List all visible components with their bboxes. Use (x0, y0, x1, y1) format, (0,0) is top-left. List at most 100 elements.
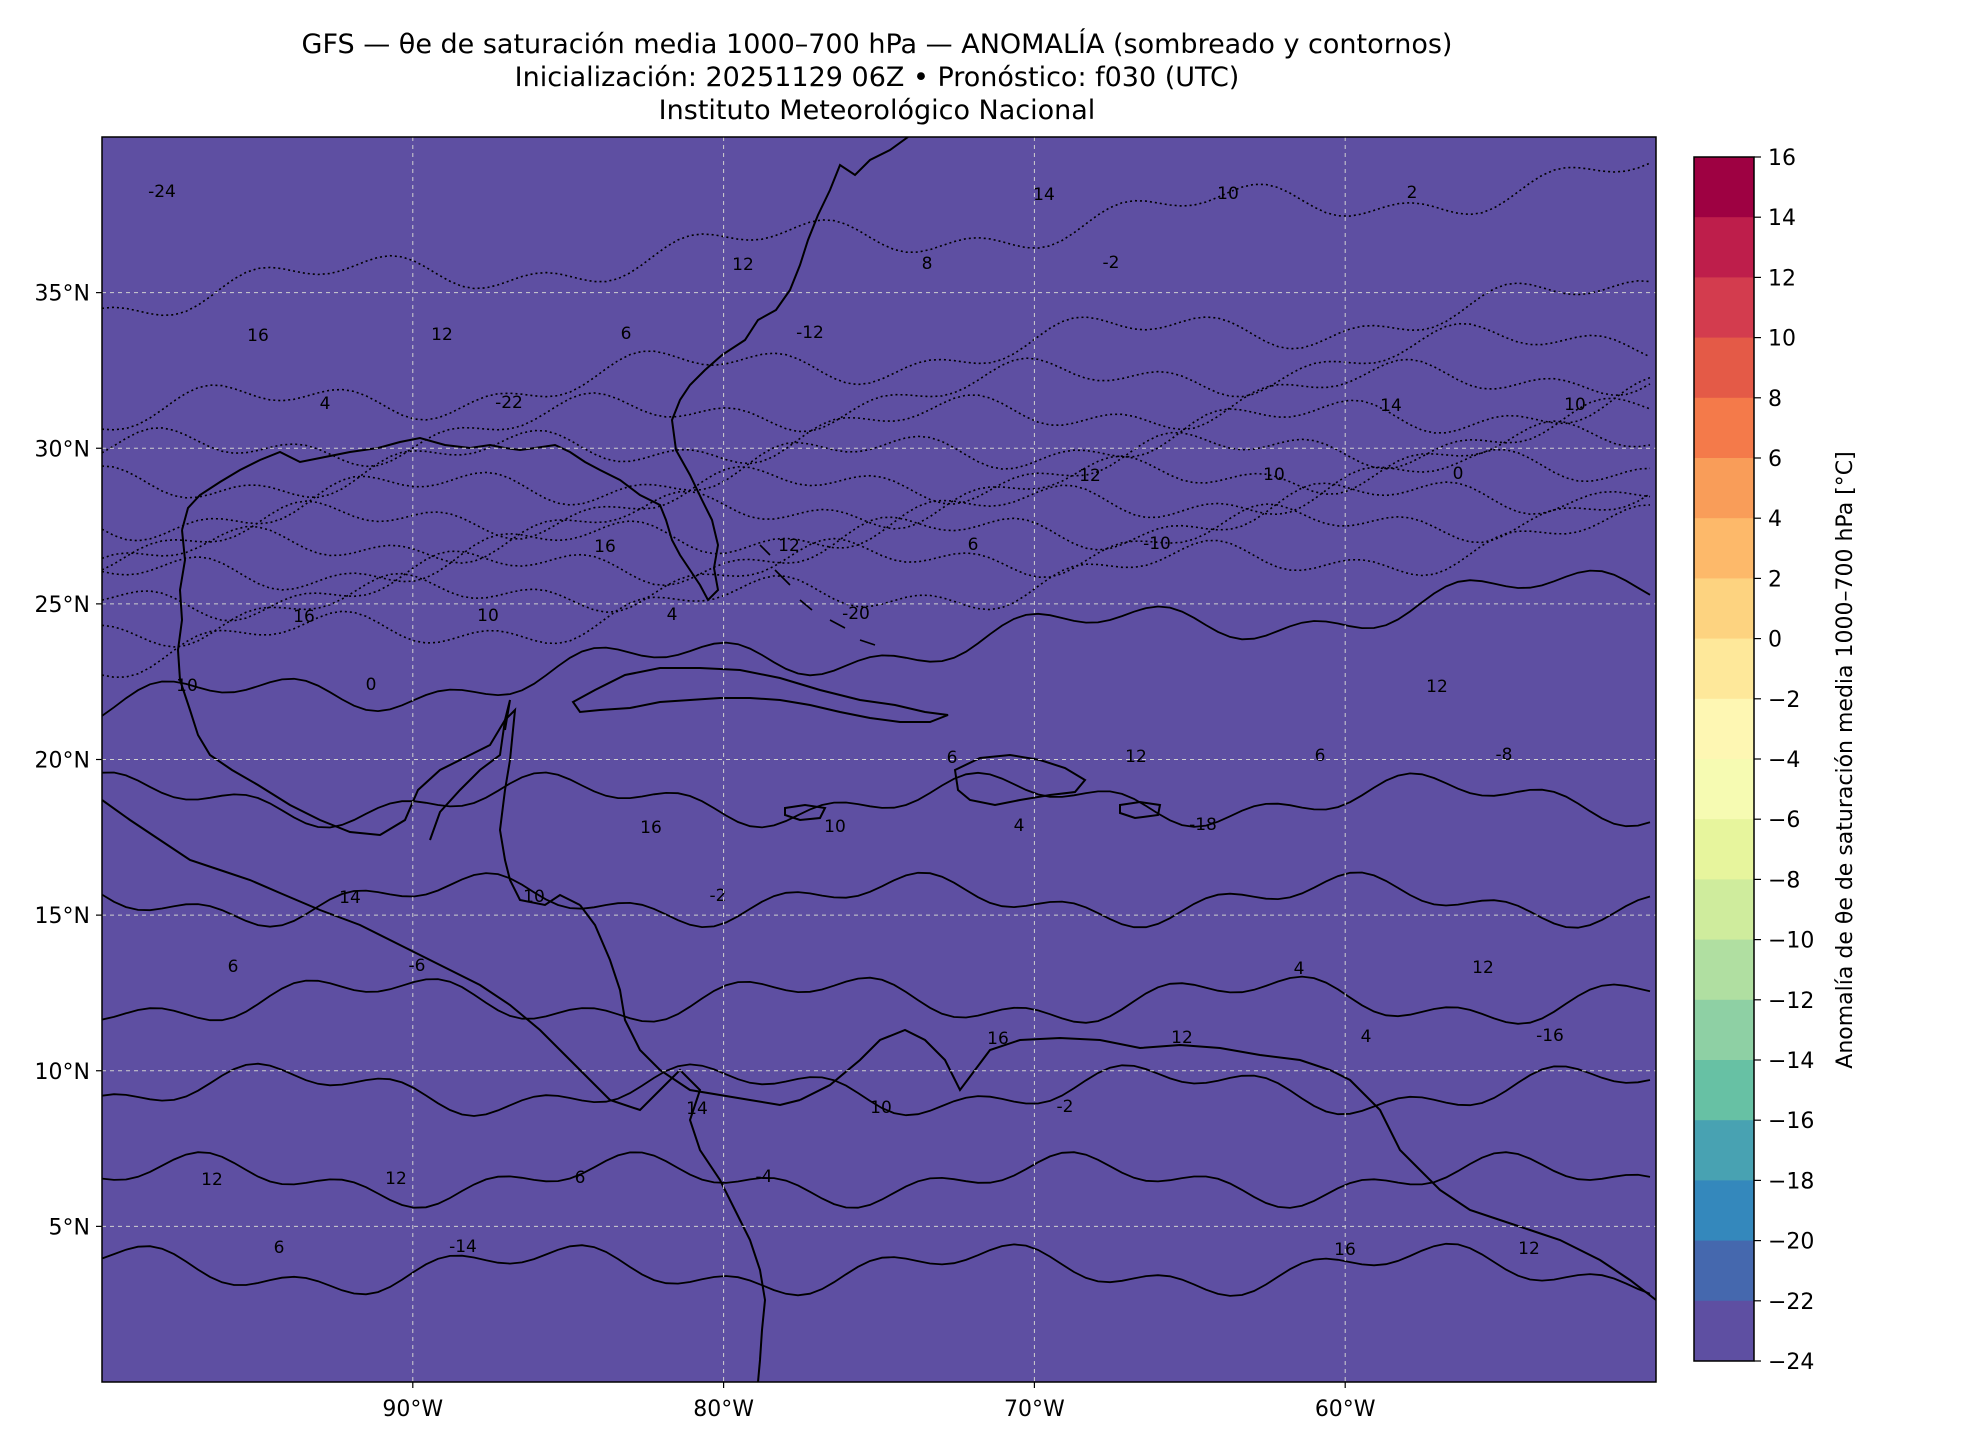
graticule (102, 137, 1656, 1382)
contour-label: -12 (796, 323, 824, 343)
contour-line (102, 1062, 1651, 1117)
colorbar-tick-label: −16 (1768, 1109, 1814, 1134)
colorbar-tick-label: −4 (1768, 748, 1800, 773)
colorbar-swatch (1694, 518, 1754, 579)
contour-label: -2 (1057, 1097, 1074, 1117)
contour-label: 14 (339, 888, 361, 908)
contour-label: 6 (575, 1168, 586, 1188)
contour-label: -2 (1103, 253, 1120, 273)
contour-label: 10 (1564, 395, 1586, 415)
colorbar-swatch (1694, 578, 1754, 640)
coastline-south-america-north (799, 1028, 1656, 1301)
contour-line (102, 493, 1651, 648)
colorbar-tick-label: −2 (1768, 688, 1800, 713)
contour-label: 16 (247, 326, 269, 346)
contour-label: 0 (366, 675, 377, 695)
contour-line (102, 397, 1651, 571)
colorbar-swatch (1694, 458, 1754, 519)
contour-label: 4 (1294, 959, 1305, 979)
x-tick-label: 60°W (1315, 1397, 1376, 1422)
contour-label: 12 (385, 1169, 407, 1189)
contour-label: 8 (922, 254, 933, 274)
contour-label: 4 (667, 605, 678, 625)
map-panel: -24-22-20-18-16-14-12-10-8-6-4-200-2-224… (101, 136, 1657, 1383)
contour-label: 12 (1125, 747, 1147, 767)
figure-title: GFS — θe de saturación media 1000–700 hP… (100, 28, 1654, 127)
contour-label: 0 (1453, 464, 1464, 484)
contour-label: 6 (1315, 746, 1326, 766)
y-axis-ticks: 35°N 30°N 25°N 20°N 15°N 10°N 5°N (35, 282, 102, 1240)
y-tick-label: 10°N (35, 1060, 90, 1085)
colorbar-tick-label: 6 (1768, 447, 1782, 472)
coastline-yucatan (429, 707, 581, 907)
colorbar-tick-label: 10 (1768, 327, 1796, 352)
coastline-hispaniola (953, 753, 1087, 807)
coastline-us-east (181, 137, 909, 602)
colorbar-ticks: 16 14 12 10 8 6 4 2 0 −2 −4 −6 −8 −10 −12 −14 −16 −18 −20 −… (1754, 146, 1814, 1375)
x-tick-label: 90°W (382, 1397, 443, 1422)
contour-label: -14 (449, 1237, 477, 1257)
contour-label: 10 (477, 606, 499, 626)
colorbar-tick-label: −14 (1768, 1049, 1814, 1074)
contour-label: 10 (824, 817, 846, 837)
coastline-mexico-gulf (176, 529, 511, 837)
contour-label: 12 (778, 536, 800, 556)
contour-label: 6 (621, 324, 632, 344)
contour-label: -10 (1143, 534, 1171, 554)
contour-label: 4 (320, 394, 331, 414)
contour-label: 14 (1380, 396, 1402, 416)
colorbar-swatch (1694, 1300, 1754, 1362)
colorbar-swatch (1694, 1060, 1754, 1121)
contour-label: -24 (148, 182, 176, 202)
contour-label: 10 (1263, 465, 1285, 485)
contour-label: 16 (594, 537, 616, 557)
contour-label: 10 (176, 676, 198, 696)
colorbar-tick-label: −6 (1768, 808, 1800, 833)
contour-label: 12 (1472, 958, 1494, 978)
colorbar-tick-label: −18 (1768, 1169, 1814, 1194)
contour-line (102, 449, 1651, 591)
contour-line (102, 420, 1651, 564)
contour-label: 12 (431, 325, 453, 345)
contour-label: 4 (1361, 1027, 1372, 1047)
colorbar-tick-label: 12 (1768, 266, 1796, 291)
contour-label: -4 (756, 1167, 773, 1187)
colorbar-swatch (1694, 1180, 1754, 1242)
colorbar-tick-label: 16 (1768, 146, 1796, 171)
contour-label: 6 (968, 535, 979, 555)
colorbar-swatch (1694, 277, 1754, 339)
contour-line (102, 358, 1651, 499)
contour-label: 12 (1079, 466, 1101, 486)
colorbar-tick-label: −12 (1768, 989, 1814, 1014)
contour-label: 12 (1426, 677, 1448, 697)
x-tick-label: 70°W (1004, 1397, 1065, 1422)
colorbar-tick-label: 8 (1768, 387, 1782, 412)
y-tick-label: 5°N (49, 1215, 90, 1240)
contour-line (102, 481, 1651, 622)
contour-label: 6 (228, 957, 239, 977)
coastline-puerto-rico (1119, 800, 1162, 820)
coastline-central-america-pacific (102, 799, 767, 1382)
contour-line (102, 322, 1651, 468)
contour-label: -20 (842, 604, 870, 624)
x-axis-ticks: 90°W 80°W 70°W 60°W (382, 1382, 1376, 1422)
contour-label: 16 (293, 607, 315, 627)
contour-line (102, 871, 1651, 929)
colorbar: 16 14 12 10 8 6 4 2 0 −2 −4 −6 −8 −10 −12 −14 −16 −18 −20 −… (1693, 146, 1858, 1375)
coastline-cuba (571, 667, 949, 723)
contour-label: 12 (1171, 1028, 1193, 1048)
y-tick-label: 35°N (35, 282, 90, 307)
colorbar-tick-label: 14 (1768, 206, 1796, 231)
contour-label: 12 (732, 255, 754, 275)
coastline-jamaica (784, 803, 827, 822)
contour-label: 12 (201, 1170, 223, 1190)
contour-line (102, 1151, 1651, 1209)
colorbar-swatch (1694, 1240, 1754, 1302)
contour-label: 2 (1407, 183, 1418, 203)
colorbar-swatch (1694, 879, 1754, 941)
contour-label: 16 (987, 1029, 1009, 1049)
anomaly-shading (102, 137, 1656, 1382)
colorbar-swatch (1694, 638, 1754, 700)
colorbar-tick-label: 4 (1768, 507, 1782, 532)
contour-line (102, 504, 1651, 679)
